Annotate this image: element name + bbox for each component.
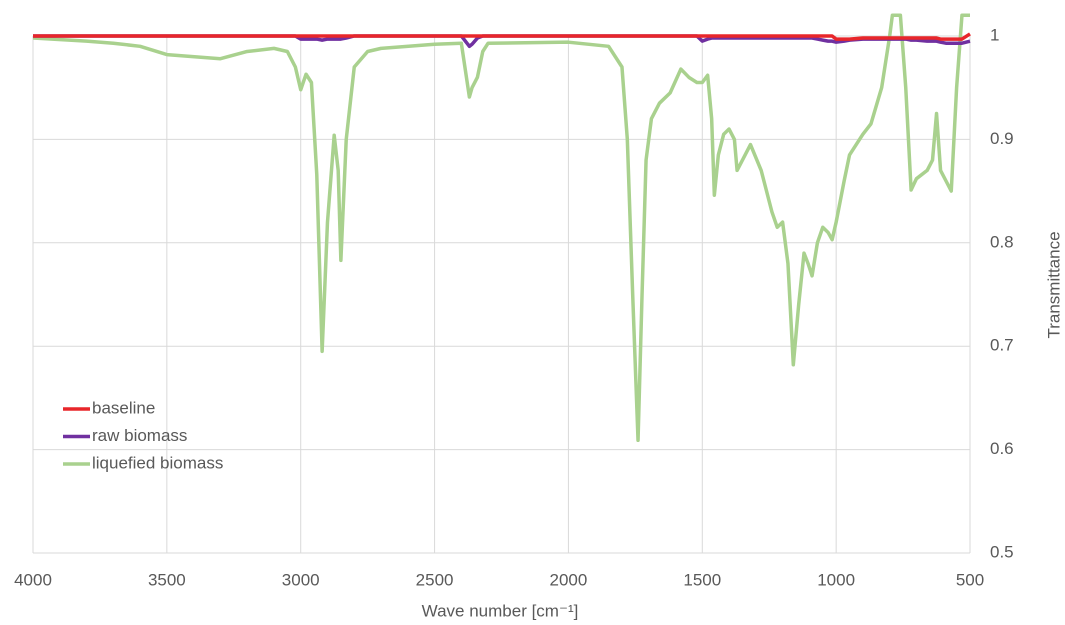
series-line: [33, 13, 970, 443]
x-tick-label: 1500: [683, 570, 721, 589]
plot-area: [33, 13, 971, 443]
y-tick-label: 0.9: [990, 129, 1014, 148]
legend-label: raw biomass: [92, 426, 187, 445]
x-tick-label: 3500: [148, 570, 186, 589]
y-tick-label: 1: [990, 25, 999, 44]
legend-label: baseline: [92, 398, 155, 417]
y-tick-label: 0.5: [990, 542, 1014, 561]
legend: baseline raw biomass liquefied biomass: [63, 398, 223, 472]
y-axis-title: Transmittance: [1044, 231, 1063, 338]
y-tick-label: 0.7: [990, 336, 1014, 355]
x-tick-label: 1000: [817, 570, 855, 589]
x-tick-label: 500: [956, 570, 984, 589]
x-tick-label: 4000: [14, 570, 52, 589]
y-tick-label: 0.6: [990, 439, 1014, 458]
legend-label: liquefied biomass: [92, 453, 223, 472]
x-tick-label: 2000: [550, 570, 588, 589]
x-axis-title: Wave number [cm⁻¹]: [422, 601, 579, 620]
x-tick-label: 3000: [282, 570, 320, 589]
y-tick-label: 0.8: [990, 232, 1014, 251]
series-line: [33, 32, 971, 41]
x-tick-label: 2500: [416, 570, 454, 589]
